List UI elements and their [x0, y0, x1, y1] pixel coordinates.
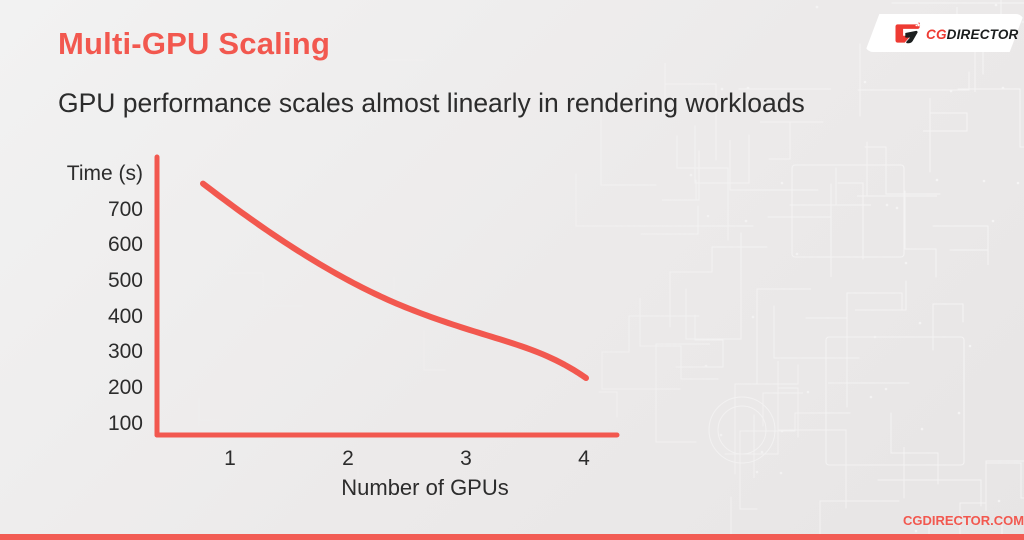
- svg-text:100: 100: [108, 412, 143, 435]
- svg-text:600: 600: [108, 233, 143, 256]
- svg-text:2: 2: [342, 447, 354, 470]
- svg-text:4: 4: [578, 447, 590, 470]
- svg-text:700: 700: [108, 198, 143, 221]
- svg-text:Number of GPUs: Number of GPUs: [341, 475, 509, 500]
- svg-text:3: 3: [460, 447, 472, 470]
- svg-text:300: 300: [108, 340, 143, 363]
- svg-text:400: 400: [108, 305, 143, 328]
- svg-text:Time (s): Time (s): [67, 162, 143, 185]
- svg-text:500: 500: [108, 269, 143, 292]
- svg-text:200: 200: [108, 376, 143, 399]
- svg-text:1: 1: [224, 447, 236, 470]
